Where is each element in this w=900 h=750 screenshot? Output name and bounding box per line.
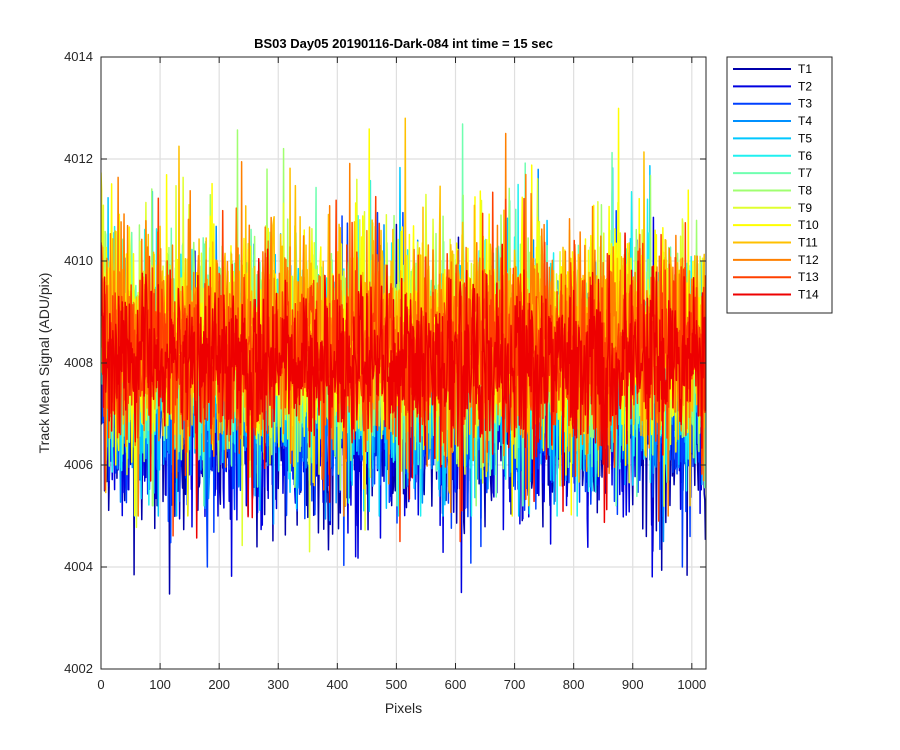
y-tick-label: 4008 [64,355,93,370]
y-tick-label: 4010 [64,253,93,268]
x-tick-label: 300 [267,677,289,692]
x-tick-label: 600 [445,677,467,692]
y-tick-label: 4002 [64,661,93,676]
series-layer [101,107,706,595]
legend-items: T1 T2 T3 T4 T5 T6 T7 T8 T9 T10 T11 T12 T13 T14 [733,62,819,302]
x-tick-label: 500 [386,677,408,692]
x-axis-label: Pixels [385,700,422,716]
legend-label-t5: T5 [798,131,812,145]
ticks-layer: 0 100 200 300 400 500 600 700 800 900 1000 4002 4004… [64,49,706,692]
series-line-t14 [101,232,706,539]
x-tick-label: 400 [326,677,348,692]
legend-label-t2: T2 [798,79,812,93]
legend-label-t4: T4 [798,114,812,128]
y-tick-label: 4004 [64,559,93,574]
x-tick-label: 900 [622,677,644,692]
x-tick-label: 800 [563,677,585,692]
x-tick-label: 100 [149,677,171,692]
legend-label-t11: T11 [798,236,818,250]
y-tick-label: 4006 [64,457,93,472]
y-tick-label: 4014 [64,49,93,64]
x-tick-label: 200 [208,677,230,692]
legend: T1 T2 T3 T4 T5 T6 T7 T8 T9 T10 T11 T12 T13 T14 [726,56,833,314]
y-tick-label: 4012 [64,151,93,166]
legend-label-t9: T9 [798,201,812,215]
legend-label-t13: T13 [798,270,819,284]
legend-label-t8: T8 [798,183,812,197]
legend-label-t12: T12 [798,253,819,267]
legend-label-t14: T14 [798,288,819,302]
legend-label-t3: T3 [798,97,812,111]
legend-label-t6: T6 [798,149,812,163]
legend-label-t10: T10 [798,218,819,232]
chart-title: BS03 Day05 20190116-Dark-084 int time = … [254,36,553,51]
legend-box [726,56,833,314]
y-axis-label: Track Mean Signal (ADU/pix) [36,273,52,454]
x-tick-label: 0 [97,677,104,692]
x-tick-label: 700 [504,677,526,692]
x-tick-label: 1000 [677,677,706,692]
legend-label-t1: T1 [798,62,812,76]
legend-label-t7: T7 [798,166,812,180]
